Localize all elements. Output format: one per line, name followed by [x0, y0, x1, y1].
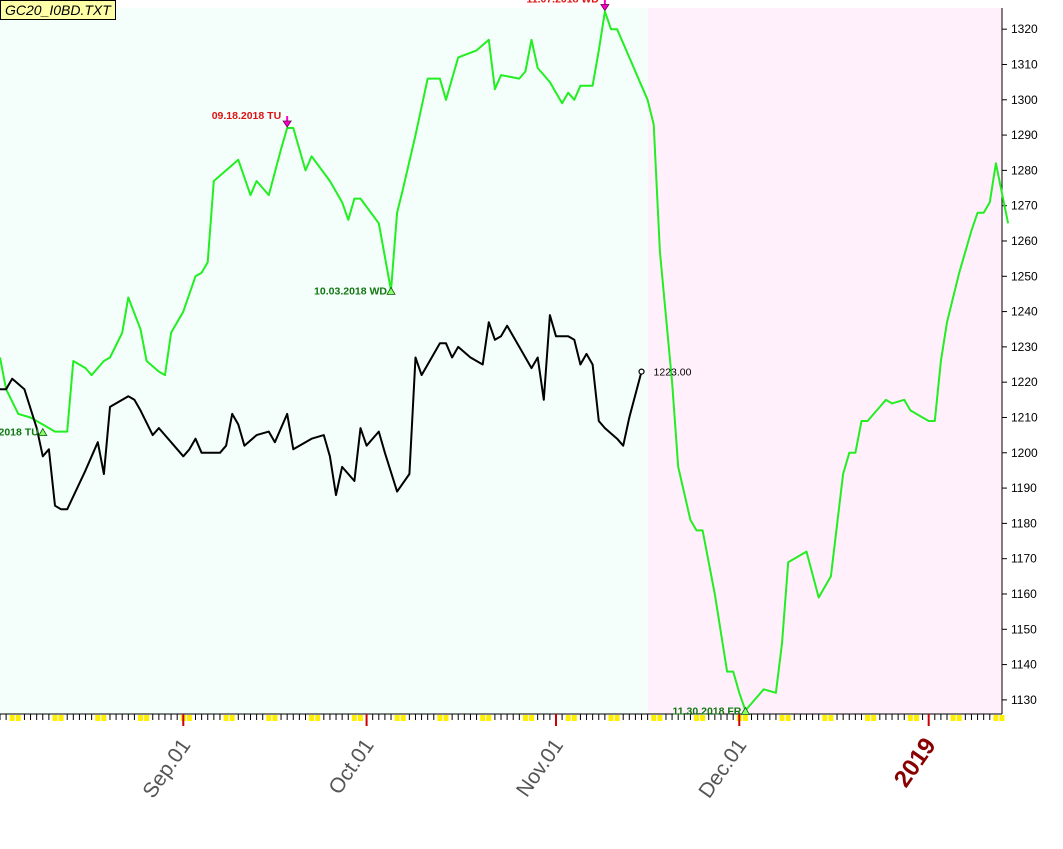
weekend-marker — [950, 715, 956, 721]
last-value-marker — [638, 368, 645, 375]
y-tick-label: 1230 — [1011, 340, 1038, 354]
weekend-marker — [315, 715, 321, 721]
trough-arrow-head — [386, 286, 396, 295]
y-tick-label: 1260 — [1011, 234, 1038, 248]
weekend-marker — [608, 715, 614, 721]
month-label: Dec.01 — [694, 735, 751, 803]
y-tick-label: 1220 — [1011, 375, 1038, 389]
weekend-marker — [993, 715, 999, 721]
y-tick-label: 1310 — [1011, 57, 1038, 71]
last-value-label: 1223.00 — [654, 367, 692, 379]
trough-label: 11.30.2018 FR — [672, 705, 741, 717]
y-tick-label: 1140 — [1011, 658, 1037, 672]
weekend-marker — [871, 715, 877, 721]
y-tick-label: 1290 — [1011, 128, 1038, 142]
weekend-marker — [907, 715, 913, 721]
year-label: 2019 — [889, 733, 942, 792]
peak-arrow-head — [600, 4, 610, 12]
weekend-marker — [956, 715, 962, 721]
green-series-line — [0, 10, 1010, 712]
y-tick-label: 1130 — [1011, 693, 1037, 707]
y-tick-label: 1170 — [1011, 552, 1037, 566]
month-label: Sep.01 — [138, 735, 195, 803]
y-tick-label: 1160 — [1011, 587, 1037, 601]
peak-label: 09.18.2018 TU — [212, 110, 281, 122]
weekend-marker — [186, 715, 192, 721]
trough-arrow-head — [740, 706, 751, 715]
peak-label: 11.07.2018 WD — [526, 0, 599, 6]
annotations: 09.18.2018 TU 11.07.2018 WD 10.03.2018 WD 1… — [0, 0, 751, 717]
weekend-marker — [138, 715, 144, 721]
weekend-marker — [357, 715, 363, 721]
weekend-marker — [614, 715, 620, 721]
y-tick-label: 1150 — [1011, 622, 1037, 636]
weekend-marker — [486, 715, 492, 721]
weekend-marker — [999, 715, 1005, 721]
weekend-marker — [229, 715, 235, 721]
weekend-marker — [565, 715, 571, 721]
weekend-marker — [529, 715, 535, 721]
weekend-marker — [223, 715, 229, 721]
y-tick-label: 1210 — [1011, 410, 1038, 424]
weekend-marker — [437, 715, 443, 721]
weekend-marker — [272, 715, 278, 721]
month-label: Oct.01 — [324, 735, 378, 799]
weekend-marker — [58, 715, 64, 721]
peak-arrow-head — [282, 120, 292, 128]
month-label: Nov.01 — [512, 735, 568, 801]
y-tick-label: 1270 — [1011, 199, 1038, 213]
trough-arrow-head — [38, 427, 48, 437]
left-background — [0, 8, 648, 714]
weekend-marker — [351, 715, 357, 721]
weekend-marker — [828, 715, 834, 721]
weekend-marker — [571, 715, 577, 721]
weekend-marker — [394, 715, 400, 721]
weekend-marker — [913, 715, 919, 721]
black-series-line — [0, 314, 643, 511]
y-tick-label: 1300 — [1011, 93, 1038, 107]
trough-label: 10.03.2018 WD — [314, 285, 387, 297]
weekend-marker — [101, 715, 107, 721]
weekend-marker — [694, 715, 700, 721]
weekend-marker — [785, 715, 791, 721]
y-tick-label: 1250 — [1011, 269, 1038, 283]
y-tick-label: 1200 — [1011, 446, 1038, 460]
weekend-marker — [95, 715, 101, 721]
weekend-marker — [522, 715, 528, 721]
weekend-marker — [742, 715, 748, 721]
trough-label: 8.2018 TU — [0, 427, 39, 439]
y-axis: 1130 1140 1150 1160 1170 1180 1190 1200 1210 1220… — [1001, 8, 1038, 714]
weekend-marker — [52, 715, 58, 721]
weekend-marker — [700, 715, 706, 721]
y-tick-label: 1240 — [1011, 305, 1038, 319]
weekend-marker — [309, 715, 315, 721]
weekend-marker — [15, 715, 21, 721]
weekend-marker — [144, 715, 150, 721]
weekend-marker — [657, 715, 663, 721]
weekend-marker — [779, 715, 785, 721]
weekend-marker — [443, 715, 449, 721]
weekend-marker — [865, 715, 871, 721]
weekend-marker — [9, 715, 15, 721]
chart-title-box: GC20_I0BD.TXT — [0, 0, 116, 20]
y-tick-label: 1320 — [1011, 22, 1038, 36]
weekend-marker — [651, 715, 657, 721]
weekend-marker — [266, 715, 272, 721]
shaded-region — [647, 8, 1002, 714]
weekend-marker — [822, 715, 828, 721]
weekend-marker — [480, 715, 486, 721]
y-tick-label: 1280 — [1011, 163, 1038, 177]
weekend-marker — [400, 715, 406, 721]
y-tick-label: 1190 — [1011, 481, 1037, 495]
x-axis: Sep.01 Oct.01 Nov.01 Dec.01 2019 — [0, 713, 1005, 803]
y-tick-label: 1180 — [1011, 516, 1037, 530]
series-lines — [0, 10, 1010, 712]
